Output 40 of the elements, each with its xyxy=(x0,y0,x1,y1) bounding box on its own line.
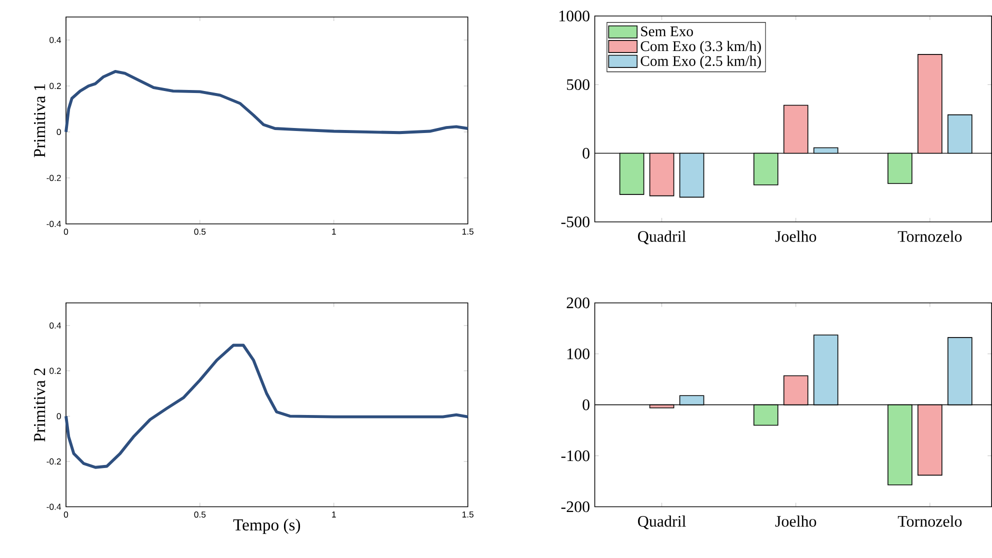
y-tick-label: 0 xyxy=(56,413,61,420)
y-tick-label: 0 xyxy=(56,129,61,136)
line-series xyxy=(64,70,470,134)
y-tick-label: 0.2 xyxy=(50,83,61,90)
y-tick-label: 500 xyxy=(566,79,590,90)
y-axis-title: Primitiva 2 xyxy=(34,368,46,442)
y-tick-label: 0.2 xyxy=(50,368,61,374)
x-axis-title: Tempo (s) xyxy=(233,518,300,534)
y-tick-label: 1000 xyxy=(559,10,590,22)
y-tick-label: -0.2 xyxy=(46,174,61,182)
y-tick-label: 0.4 xyxy=(50,37,62,44)
x-tick-label: 0 xyxy=(64,228,68,235)
y-tick-label: -100 xyxy=(561,450,590,462)
y-tick-label: 0 xyxy=(582,400,590,410)
y-tick-label: 0 xyxy=(582,148,590,159)
x-tick-label: 1 xyxy=(332,228,336,235)
y-tick-label: -200 xyxy=(561,502,590,512)
x-tick-label: 1.5 xyxy=(462,512,474,518)
legend-label: Sem Exo xyxy=(641,26,693,36)
y-tick-label: -500 xyxy=(561,216,590,228)
legend-label: Com Exo (3.3 km/h) xyxy=(640,40,761,54)
x-tick-label: Quadril xyxy=(638,516,686,530)
x-tick-label: Joelho xyxy=(775,516,816,527)
y-tick-label: -0.4 xyxy=(46,220,62,228)
legend-label: Com Exo (2.5 km/h) xyxy=(640,56,761,70)
x-tick-label: 0.5 xyxy=(194,228,206,235)
x-tick-label: 0 xyxy=(64,512,68,518)
y-tick-label: 200 xyxy=(566,298,590,308)
y-tick-label: -0.4 xyxy=(46,504,62,510)
y-tick-label: -0.2 xyxy=(46,458,61,465)
x-tick-label: 0.5 xyxy=(194,512,206,518)
y-tick-label: 100 xyxy=(567,348,590,360)
x-tick-label: Quadril xyxy=(638,230,686,244)
x-tick-label: Tornozelo xyxy=(898,230,962,242)
x-tick-label: Joelho xyxy=(775,230,816,242)
x-tick-label: Tornozelo xyxy=(898,516,962,527)
x-tick-label: 1 xyxy=(332,512,336,518)
y-axis-title: Primitiva 1 xyxy=(34,84,46,158)
x-tick-label: 1.5 xyxy=(462,228,474,235)
y-tick-label: 0.4 xyxy=(50,322,62,329)
